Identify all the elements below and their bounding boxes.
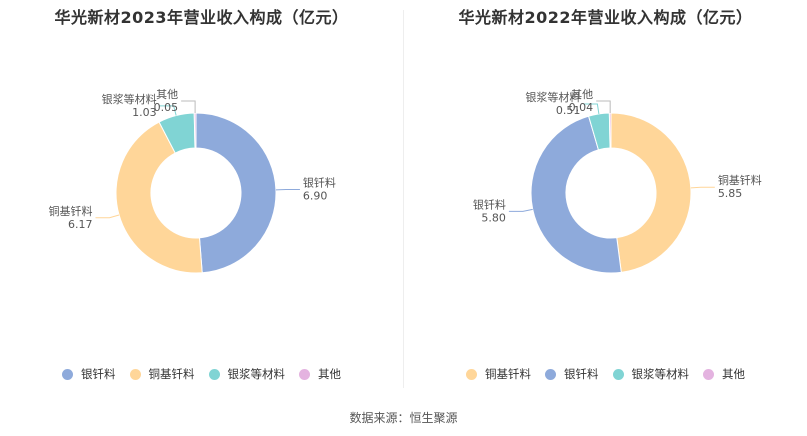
donut-slice[interactable] [195,112,277,274]
slice-category-label: 铜基钎料 [718,173,762,187]
slice-value-label: 0.51 [556,104,581,117]
legend-item[interactable]: 银浆等材料 [612,366,690,382]
legend-swatch [612,368,624,380]
chart-title: 华光新材2023年营业收入构成（亿元） [54,8,349,27]
slice-category-label: 银浆等材料 [525,90,580,104]
legend-swatch [299,368,310,380]
legend: 银钎料 铜基钎料 银浆等材料 其他 [0,366,403,382]
slice-value-label: 0.05 [154,101,179,114]
leader-line [596,100,611,114]
leader-line [95,214,120,219]
donut-slice[interactable] [115,121,203,274]
slice-category-label: 银浆等材料 [102,92,157,106]
donut-slice[interactable] [608,112,612,149]
slice-value-label: 6.90 [303,190,328,203]
data-source: 数据来源：恒生聚源 [349,411,458,425]
legend-label: 铜基钎料 [148,367,195,381]
slice-category-label: 银钎料 [303,176,336,190]
legend-item[interactable]: 铜基钎料 [466,366,531,382]
donut-slice[interactable] [530,115,622,274]
legend-item[interactable]: 铜基钎料 [129,366,195,382]
slice-value-label: 5.80 [481,211,506,224]
leader-line [583,103,600,114]
legend: 铜基钎料 银钎料 银浆等材料 其他 [404,366,807,382]
slice-value-label: 5.85 [718,187,743,200]
slice-value-label: 0.04 [569,101,594,114]
leader-line [508,208,533,212]
leader-line [181,100,196,114]
slice-category-label: 银钎料 [473,197,506,211]
legend-item[interactable]: 银浆等材料 [208,366,286,382]
slice-category-label: 铜基钎料 [48,204,92,218]
leader-line [690,186,715,189]
legend-item[interactable]: 其他 [703,366,745,382]
chart-title: 华光新材2022年营业收入构成（亿元） [458,8,753,27]
chart-panel-2023: 华光新材2023年营业收入构成（亿元） 银钎料 6.90 铜基钎料 6.17 银浆等材料… [0,0,403,390]
legend-label: 银钎料 [81,367,116,381]
slice-category-label: 其他 [156,88,178,101]
slice-category-label: 其他 [571,88,593,101]
panel-divider [403,10,404,388]
slice-value-label: 6.17 [68,218,93,231]
donut-slice[interactable] [610,112,692,273]
legend-swatch [208,368,220,380]
leader-line [159,105,177,116]
legend-item[interactable]: 银钎料 [545,366,599,382]
legend-label: 银钎料 [564,367,599,381]
legend-swatch [466,368,477,380]
legend-label: 铜基钎料 [485,367,531,381]
legend-swatch [62,368,73,380]
chart-panel-2022: 华光新材2022年营业收入构成（亿元） 铜基钎料 5.85 银钎料 5.80 银浆等材料… [404,0,807,390]
donut-slice[interactable] [193,112,197,149]
slice-value-label: 1.03 [132,106,157,119]
legend-label: 银浆等材料 [631,367,690,381]
legend-swatch [129,368,141,380]
legend-label: 银浆等材料 [227,367,286,381]
legend-swatch [703,368,714,380]
legend-swatch [545,368,556,380]
legend-label: 其他 [318,367,341,381]
legend-item[interactable]: 银钎料 [62,366,116,382]
legend-label: 其他 [722,367,745,381]
legend-item[interactable]: 其他 [299,366,341,382]
